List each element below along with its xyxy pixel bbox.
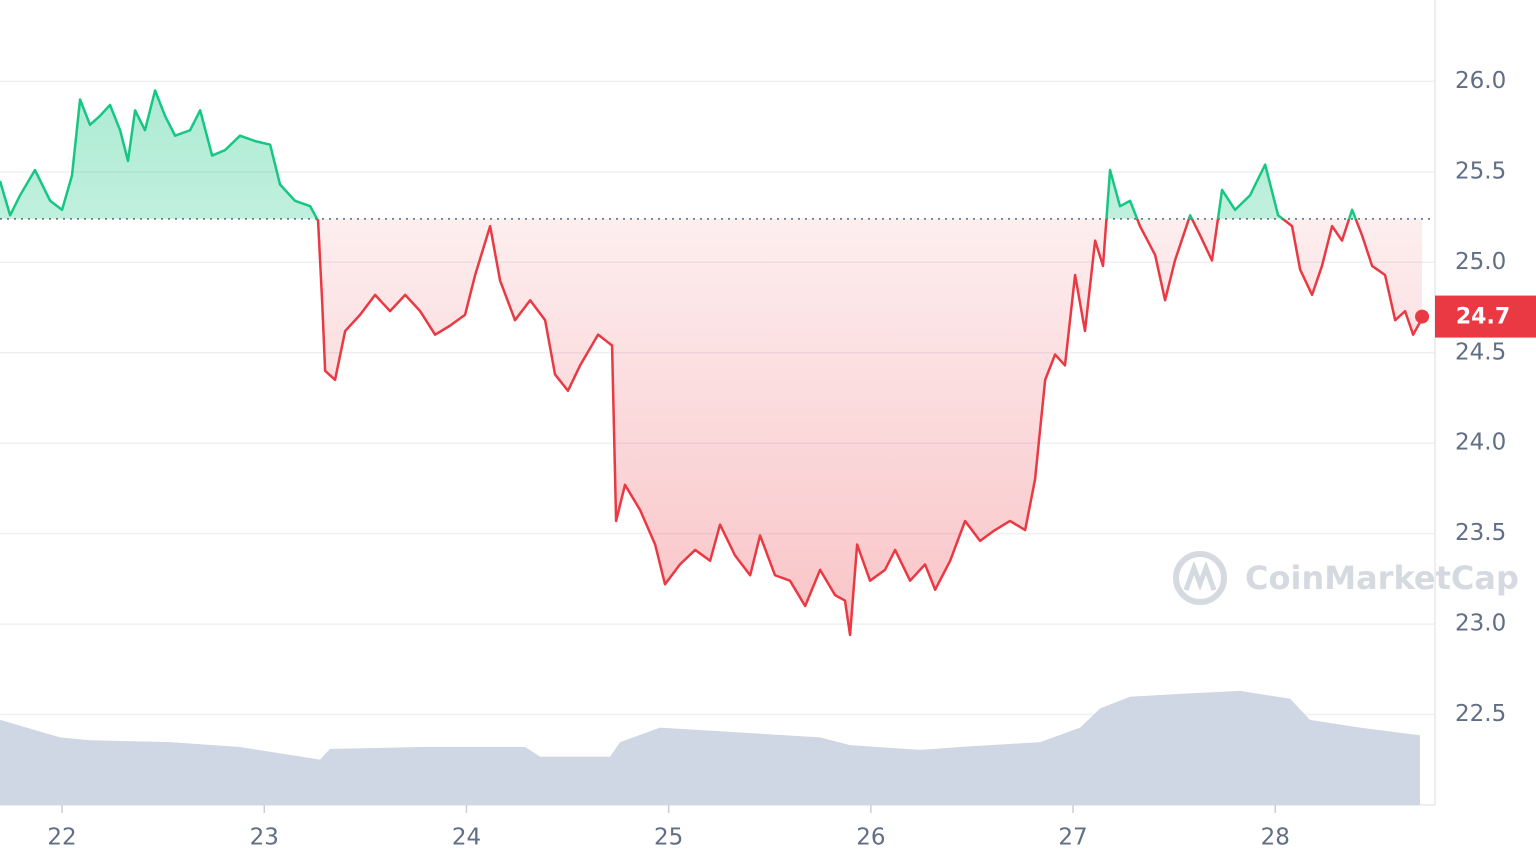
- y-tick-label: 23.5: [1455, 520, 1506, 546]
- y-tick-label: 23.0: [1455, 611, 1506, 637]
- y-tick-label: 25.5: [1455, 158, 1506, 184]
- x-tick-label: 25: [654, 825, 683, 851]
- x-tick-label: 26: [856, 825, 885, 851]
- watermark-text: CoinMarketCap: [1245, 559, 1519, 597]
- price-tag-label: 24.7: [1456, 305, 1510, 330]
- y-tick-label: 24.5: [1455, 339, 1506, 365]
- price-line-up: [0, 89, 1357, 219]
- y-tick-label: 22.5: [1455, 701, 1506, 727]
- x-tick-label: 27: [1058, 825, 1087, 851]
- last-point: [1415, 309, 1430, 324]
- x-tick-label: 24: [452, 825, 481, 851]
- volume-area: [0, 690, 1421, 805]
- price-tag: [1435, 295, 1536, 338]
- x-tick-label: 23: [250, 825, 279, 851]
- x-tick-label: 22: [47, 825, 76, 851]
- y-tick-label: 26.0: [1455, 68, 1506, 94]
- y-tick-label: 25.0: [1455, 249, 1506, 275]
- price-line-down: [315, 218, 1424, 637]
- x-tick-label: 28: [1261, 825, 1290, 851]
- area-down: [0, 218, 1423, 635]
- y-tick-label: 24.0: [1455, 430, 1506, 456]
- watermark: CoinMarketCap: [1173, 551, 1519, 605]
